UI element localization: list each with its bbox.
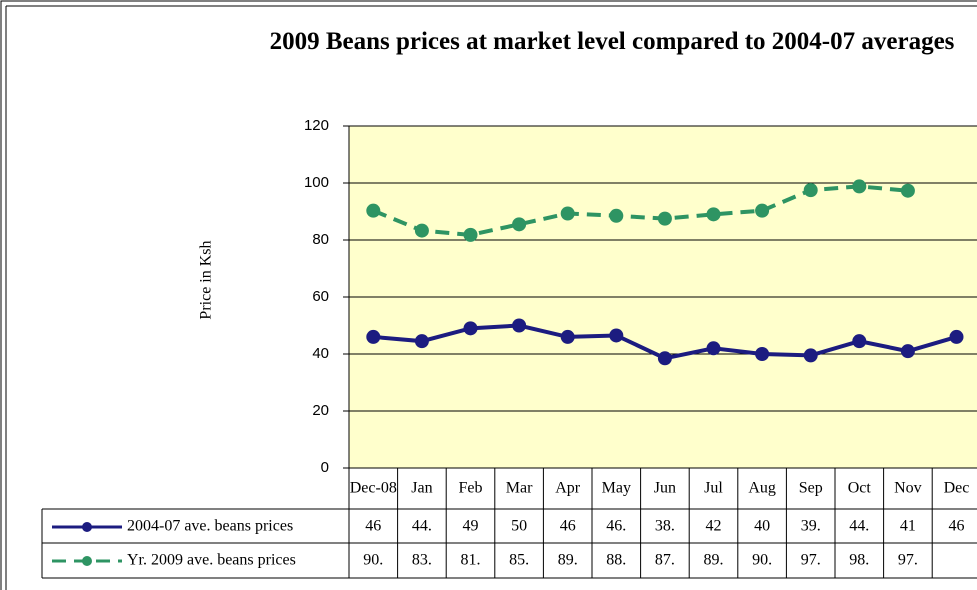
legend-marker bbox=[82, 522, 92, 532]
table-value: 49 bbox=[463, 518, 479, 535]
data-point bbox=[366, 329, 381, 344]
x-tick-label: Dec-08 bbox=[350, 480, 397, 497]
x-tick-label: Aug bbox=[748, 480, 776, 497]
x-tick-label: Mar bbox=[506, 480, 533, 497]
x-tick-label: Jul bbox=[704, 480, 723, 497]
data-point bbox=[657, 351, 672, 366]
y-axis-label: Price in Ksh bbox=[198, 240, 215, 319]
table-value: 88. bbox=[606, 552, 626, 569]
table-value: 38. bbox=[655, 518, 675, 535]
data-point bbox=[609, 208, 624, 223]
data-point bbox=[900, 344, 915, 359]
x-tick-label: Dec bbox=[944, 480, 970, 497]
data-point bbox=[463, 321, 478, 336]
x-tick-label: Feb bbox=[459, 480, 483, 497]
data-point bbox=[512, 217, 527, 232]
table-value: 42 bbox=[706, 518, 722, 535]
y-tick-label: 60 bbox=[312, 288, 329, 305]
table-value: 39. bbox=[801, 518, 821, 535]
data-point bbox=[706, 207, 721, 222]
y-tick-label: 120 bbox=[304, 117, 329, 134]
table-value: 50 bbox=[511, 518, 527, 535]
table-value: 46. bbox=[606, 518, 626, 535]
data-point bbox=[852, 334, 867, 349]
table-value: 41 bbox=[900, 518, 916, 535]
table-value: 89. bbox=[704, 552, 724, 569]
y-tick-label: 80 bbox=[312, 231, 329, 248]
table-value: 44. bbox=[412, 518, 432, 535]
data-point bbox=[366, 203, 381, 218]
data-point bbox=[609, 328, 624, 343]
data-point bbox=[657, 211, 672, 226]
x-tick-label: Sep bbox=[799, 480, 823, 497]
data-point bbox=[949, 329, 964, 344]
data-point bbox=[414, 334, 429, 349]
table-value: 90. bbox=[363, 552, 383, 569]
legend-label: 2004-07 ave. beans prices bbox=[127, 518, 293, 535]
data-point bbox=[560, 329, 575, 344]
y-tick-label: 20 bbox=[312, 402, 329, 419]
data-point bbox=[755, 347, 770, 361]
table-value: 81. bbox=[461, 552, 481, 569]
data-point bbox=[852, 179, 867, 194]
table-value: 46 bbox=[560, 518, 576, 535]
table-value: 46 bbox=[949, 518, 965, 535]
y-tick-label: 40 bbox=[312, 345, 329, 362]
x-tick-label: May bbox=[602, 480, 631, 497]
table-value: 44. bbox=[849, 518, 869, 535]
data-point bbox=[706, 341, 721, 356]
x-tick-label: Nov bbox=[894, 480, 922, 497]
table-value: 89. bbox=[558, 552, 578, 569]
data-point bbox=[560, 206, 575, 221]
legend-marker bbox=[82, 556, 92, 566]
series-line bbox=[372, 184, 909, 237]
table-value: 98. bbox=[849, 552, 869, 569]
table-value: 87. bbox=[655, 552, 675, 569]
chart-title: 2009 Beans prices at market level compar… bbox=[269, 28, 955, 55]
data-point bbox=[803, 183, 818, 198]
table-value: 40 bbox=[754, 518, 770, 535]
data-point bbox=[512, 318, 527, 333]
table-value: 90. bbox=[752, 552, 772, 569]
table-value: 97. bbox=[801, 552, 821, 569]
y-tick-label: 100 bbox=[304, 174, 329, 191]
legend-label: Yr. 2009 ave. beans prices bbox=[127, 552, 296, 569]
y-tick-label: 0 bbox=[321, 459, 329, 476]
data-point bbox=[463, 227, 478, 242]
table-value: 97. bbox=[898, 552, 918, 569]
table-value: 83. bbox=[412, 552, 432, 569]
data-point bbox=[755, 203, 770, 218]
x-tick-label: Jun bbox=[654, 480, 676, 497]
x-tick-label: Oct bbox=[848, 480, 872, 497]
x-tick-label: Jan bbox=[411, 480, 432, 497]
data-point bbox=[414, 223, 429, 238]
x-tick-label: Apr bbox=[555, 480, 581, 497]
data-point bbox=[803, 348, 818, 363]
table-value: 85. bbox=[509, 552, 529, 569]
data-point bbox=[900, 183, 915, 198]
table-value: 46 bbox=[365, 518, 381, 535]
